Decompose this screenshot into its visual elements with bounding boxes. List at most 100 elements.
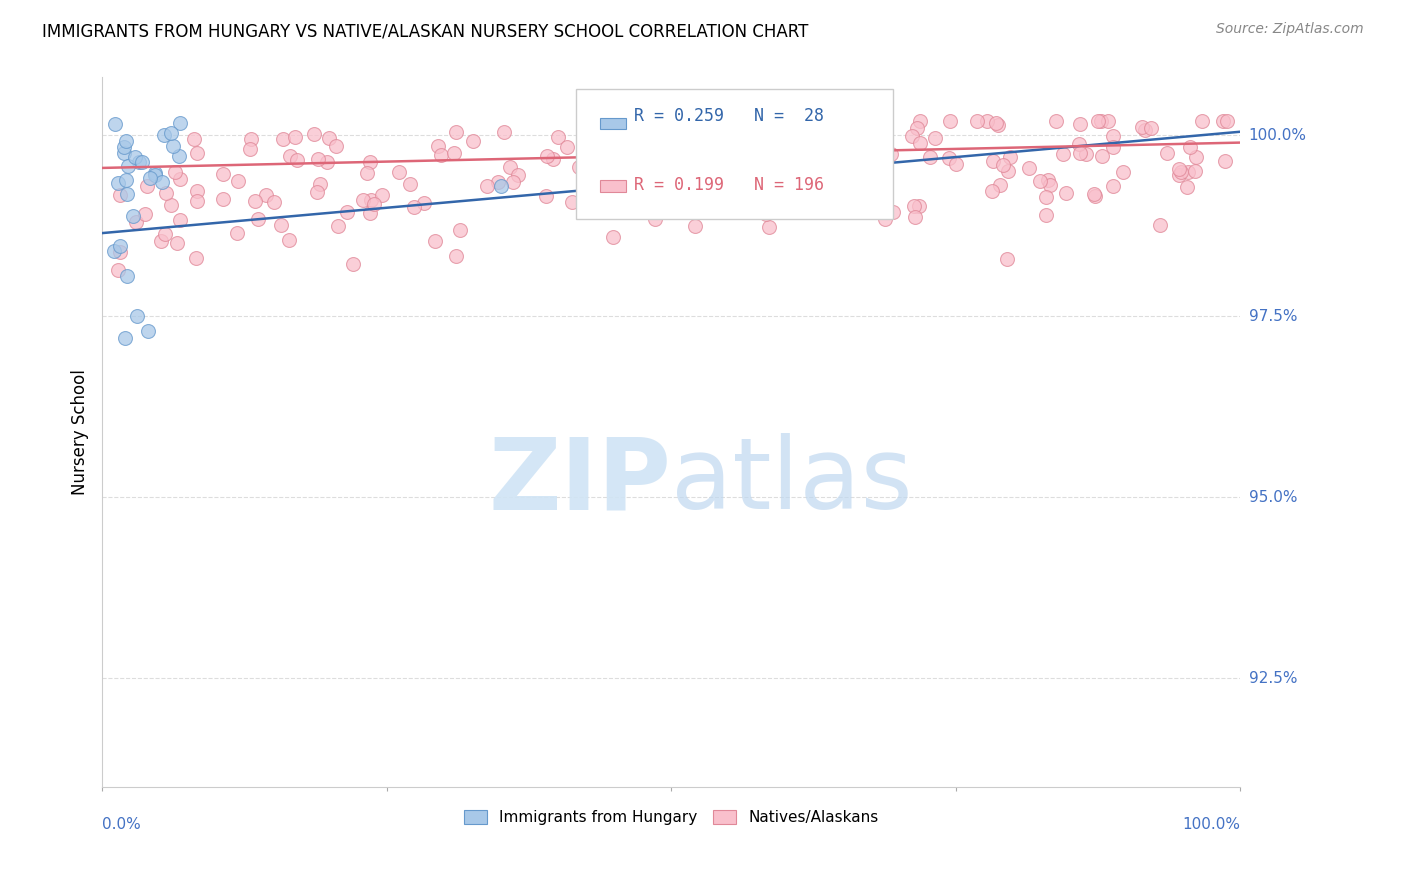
Point xyxy=(115,186,138,201)
Point xyxy=(908,199,931,213)
Point xyxy=(1035,208,1057,222)
Point xyxy=(766,180,789,194)
Point xyxy=(1177,165,1199,179)
Point xyxy=(169,172,191,186)
Point xyxy=(676,201,699,215)
Point xyxy=(226,226,249,240)
Point xyxy=(903,199,925,213)
Point xyxy=(107,176,129,190)
Point xyxy=(103,244,125,259)
Point xyxy=(1168,162,1191,177)
Point xyxy=(159,198,181,212)
Point xyxy=(115,135,138,149)
Point xyxy=(641,157,664,171)
Point xyxy=(987,118,1010,132)
Text: ZIP: ZIP xyxy=(488,434,672,531)
Y-axis label: Nursery School: Nursery School xyxy=(72,369,89,495)
Point xyxy=(1083,187,1105,202)
Point xyxy=(302,128,325,142)
Text: 100.0%: 100.0% xyxy=(1249,128,1306,143)
Point xyxy=(138,171,160,186)
Point xyxy=(308,152,330,166)
Point xyxy=(1101,129,1123,144)
Point xyxy=(900,128,922,143)
Point xyxy=(755,207,778,221)
Point xyxy=(159,127,181,141)
Point xyxy=(1112,165,1135,179)
Point xyxy=(107,263,129,277)
Point xyxy=(1215,114,1237,128)
Point xyxy=(738,114,761,128)
Point xyxy=(706,128,728,142)
Point xyxy=(318,131,340,145)
Point xyxy=(1054,186,1077,200)
Point xyxy=(114,331,136,345)
Point xyxy=(939,114,962,128)
Point xyxy=(444,249,467,263)
Point xyxy=(1184,150,1206,164)
Point xyxy=(703,153,725,168)
Text: Source: ZipAtlas.com: Source: ZipAtlas.com xyxy=(1216,22,1364,37)
Point xyxy=(983,154,1005,169)
Point xyxy=(841,114,863,128)
Point xyxy=(426,139,449,153)
Point xyxy=(658,156,681,170)
Point xyxy=(924,131,946,145)
Point xyxy=(124,215,146,229)
Point xyxy=(1097,114,1119,128)
Point xyxy=(993,157,1015,171)
Text: R = 0.259   N =  28: R = 0.259 N = 28 xyxy=(634,107,824,125)
Point xyxy=(114,145,136,160)
Point xyxy=(226,174,249,188)
Point xyxy=(104,117,127,131)
Point xyxy=(443,145,465,160)
Point xyxy=(1130,120,1153,134)
Point xyxy=(662,141,685,155)
Point xyxy=(652,183,675,197)
Point xyxy=(430,148,453,162)
Point xyxy=(363,196,385,211)
Point xyxy=(342,257,364,271)
Point xyxy=(647,186,669,201)
Point xyxy=(844,128,866,142)
Point xyxy=(644,211,666,226)
Point xyxy=(155,186,177,200)
Point xyxy=(652,145,675,160)
Point xyxy=(486,175,509,189)
Point xyxy=(981,184,1004,198)
Point xyxy=(641,160,664,174)
Point xyxy=(1028,174,1050,188)
Point xyxy=(136,324,159,338)
Point xyxy=(678,150,700,164)
Point xyxy=(997,164,1019,178)
Point xyxy=(1074,147,1097,161)
Text: IMMIGRANTS FROM HUNGARY VS NATIVE/ALASKAN NURSERY SCHOOL CORRELATION CHART: IMMIGRANTS FROM HUNGARY VS NATIVE/ALASKA… xyxy=(42,22,808,40)
Point xyxy=(860,203,883,218)
Point xyxy=(873,212,896,227)
Point xyxy=(309,177,332,191)
Point xyxy=(831,162,853,177)
Point xyxy=(1087,114,1109,128)
Point xyxy=(359,206,381,220)
Point xyxy=(1101,178,1123,193)
Point xyxy=(1038,173,1060,187)
Point xyxy=(817,151,839,165)
Point xyxy=(212,167,235,181)
Point xyxy=(110,245,132,260)
Point xyxy=(239,132,262,146)
Text: 92.5%: 92.5% xyxy=(1249,671,1298,686)
Point xyxy=(285,153,308,168)
Point xyxy=(938,151,960,165)
Point xyxy=(1035,190,1057,204)
Point xyxy=(115,172,138,186)
Point xyxy=(1069,136,1091,151)
Point xyxy=(461,134,484,148)
Point xyxy=(305,185,328,199)
Point xyxy=(184,252,207,266)
Point xyxy=(945,157,967,171)
Point xyxy=(711,171,734,186)
Point xyxy=(984,116,1007,130)
Point xyxy=(1090,114,1112,128)
Point xyxy=(277,233,299,247)
Point xyxy=(444,125,467,139)
